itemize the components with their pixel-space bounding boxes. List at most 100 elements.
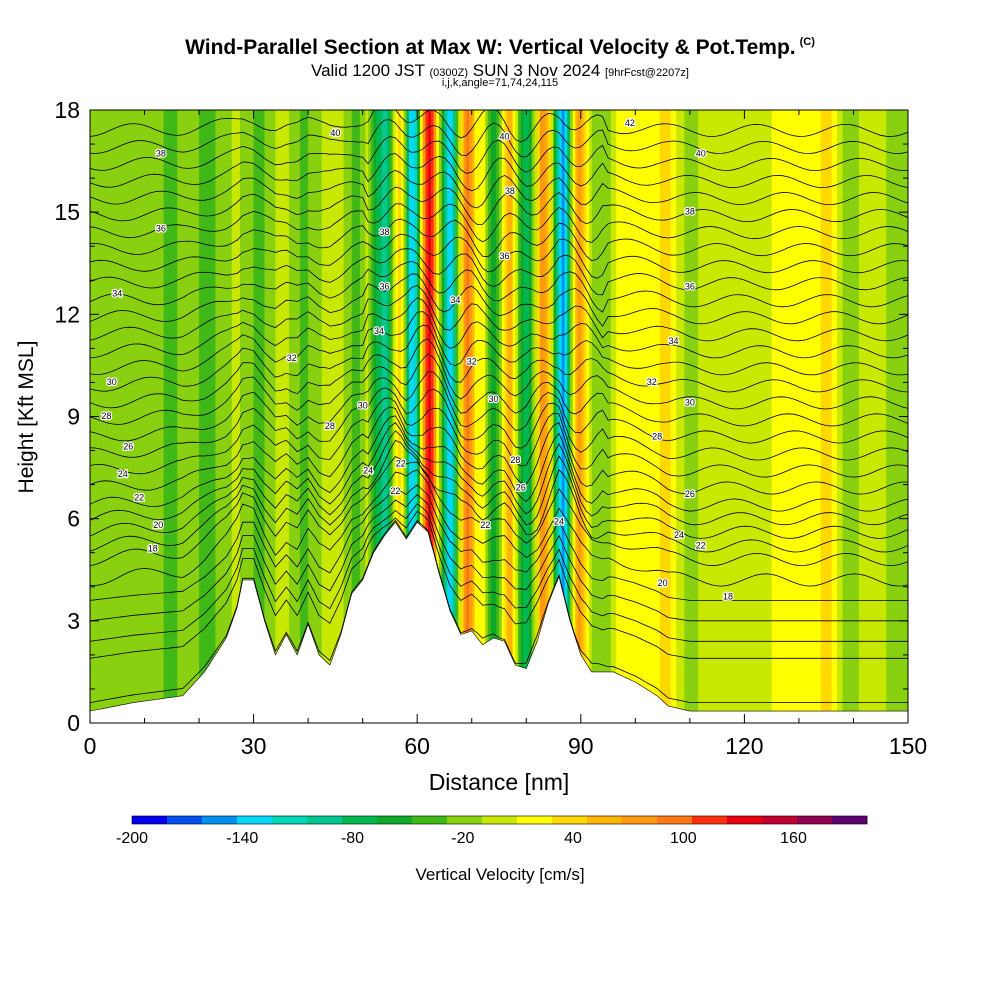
velocity-column [409, 110, 413, 712]
velocity-column [199, 110, 203, 712]
velocity-column [894, 110, 898, 712]
contour-label: 28 [325, 421, 335, 431]
velocity-column [613, 110, 617, 712]
velocity-column [798, 110, 803, 712]
velocity-column [714, 110, 718, 712]
velocity-column [809, 110, 814, 712]
isentrope-line [90, 422, 908, 526]
velocity-column [526, 110, 530, 712]
colorbar-swatch [307, 816, 343, 824]
velocity-column [269, 110, 274, 712]
velocity-column [848, 110, 852, 712]
colorbar-tick-label: 160 [780, 830, 807, 847]
vertical-velocity-field [90, 110, 908, 712]
velocity-column [392, 110, 396, 712]
velocity-column [755, 110, 759, 712]
velocity-column [583, 110, 587, 712]
contour-label: 32 [647, 377, 657, 387]
velocity-column [98, 110, 102, 712]
velocity-column [556, 110, 560, 712]
x-tick-label: 90 [568, 733, 594, 759]
velocity-column [340, 110, 345, 712]
velocity-column [349, 110, 353, 712]
velocity-column [719, 110, 724, 712]
contour-label: 32 [287, 353, 297, 363]
contour-label: 34 [112, 288, 122, 298]
y-tick-label: 15 [54, 199, 80, 225]
velocity-column [665, 110, 669, 712]
x-axis-label: Distance [nm] [429, 769, 570, 795]
velocity-column [177, 110, 181, 712]
chart-subtitle: Valid 1200 JST (0300Z) SUN 3 Nov 2024 [9… [0, 61, 1000, 81]
colorbar-tick-label: 100 [670, 830, 697, 847]
velocity-column [872, 110, 876, 712]
y-tick-label: 12 [54, 301, 80, 327]
velocity-column [417, 110, 421, 712]
colorbar-frame [131, 815, 868, 825]
velocity-column [850, 110, 855, 712]
contour-label: 20 [153, 520, 163, 530]
velocity-column [204, 110, 208, 712]
velocity-column [447, 110, 451, 712]
velocity-column [477, 110, 481, 712]
contour-label: 40 [330, 128, 340, 138]
x-tick-label: 150 [889, 733, 927, 759]
velocity-column [670, 110, 675, 712]
contour-label: 26 [685, 489, 695, 499]
x-tick-label: 30 [241, 733, 267, 759]
velocity-column [428, 110, 432, 712]
velocity-column [422, 110, 426, 712]
isentrope-line [90, 273, 908, 327]
velocity-column [248, 110, 252, 712]
velocity-column [100, 110, 105, 712]
velocity-column [365, 110, 369, 712]
isentrope-line [90, 248, 908, 296]
colorbar-swatch [657, 816, 693, 824]
velocity-column [790, 110, 795, 712]
velocity-column [812, 110, 816, 712]
velocity-column [883, 110, 887, 712]
velocity-column [239, 110, 244, 712]
isentrope-line [90, 338, 908, 410]
y-tick-label: 0 [67, 710, 80, 736]
velocity-column [155, 110, 159, 712]
isentrope-line [90, 186, 908, 226]
velocity-column [439, 110, 443, 712]
velocity-column [226, 110, 230, 712]
velocity-column [327, 110, 331, 712]
velocity-column [698, 110, 702, 712]
velocity-column [185, 110, 189, 712]
velocity-column [572, 110, 576, 712]
velocity-column [722, 110, 726, 712]
velocity-column [878, 110, 882, 712]
velocity-column [640, 110, 645, 712]
velocity-column [766, 110, 770, 712]
velocity-column [234, 110, 238, 712]
velocity-column [128, 110, 132, 712]
velocity-column [346, 110, 350, 712]
velocity-column [763, 110, 767, 712]
velocity-column [602, 110, 606, 712]
velocity-column [196, 110, 200, 712]
velocity-column [695, 110, 699, 712]
velocity-column [586, 110, 590, 712]
colorbar-swatch [447, 816, 483, 824]
contour-label: 28 [101, 411, 111, 421]
contour-label: 24 [118, 469, 128, 479]
velocity-column [376, 110, 380, 712]
terrain-shape [90, 521, 908, 723]
velocity-column [111, 110, 116, 712]
colorbar-label: Vertical Velocity [cm/s] [415, 865, 584, 884]
velocity-column [512, 110, 516, 712]
velocity-column [788, 110, 792, 712]
y-tick-label: 6 [67, 506, 80, 532]
velocity-column [190, 110, 195, 712]
velocity-column [215, 110, 219, 712]
velocity-column [433, 110, 437, 712]
velocity-column [738, 110, 743, 712]
velocity-column [610, 110, 615, 712]
velocity-column [828, 110, 833, 712]
isentrope-line [90, 456, 908, 567]
velocity-column [853, 110, 857, 712]
velocity-column [875, 110, 879, 712]
